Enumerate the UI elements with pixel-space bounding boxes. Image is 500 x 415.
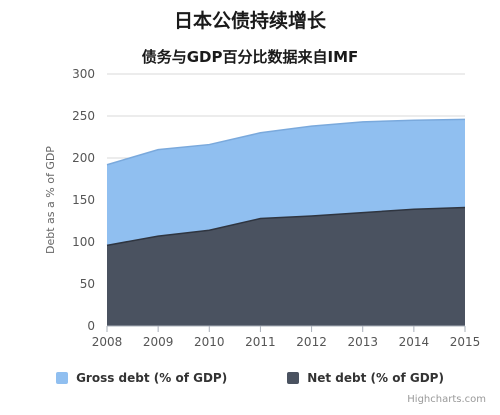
legend-swatch-gross-debt — [56, 372, 69, 384]
legend-swatch-net-debt — [287, 372, 300, 384]
series-area-1 — [107, 207, 465, 326]
x-tick-label-2011: 2011 — [245, 335, 276, 349]
x-tick-label-2012: 2012 — [296, 335, 327, 349]
chart-title: 日本公债持续增长 — [173, 10, 326, 32]
credits-link[interactable]: Highcharts.com — [407, 394, 486, 405]
chart-subtitle: 债务与GDP百分比数据来自IMF — [141, 48, 359, 66]
legend-label-net-debt: Net debt (% of GDP) — [307, 371, 444, 385]
y-tick-label-200: 200 — [72, 151, 95, 165]
series-areas — [106, 118, 466, 326]
legend-item-gross-debt[interactable]: Gross debt (% of GDP) — [56, 371, 227, 385]
x-tick-label-2010: 2010 — [194, 335, 225, 349]
x-tick-label-2014: 2014 — [399, 335, 430, 349]
y-axis-label: Debt as a % of GDP — [44, 146, 57, 254]
y-tick-label-50: 50 — [80, 277, 95, 291]
y-tick-label-0: 0 — [87, 319, 95, 333]
x-tick-label-2009: 2009 — [143, 335, 174, 349]
x-tick-label-2008: 2008 — [92, 335, 123, 349]
y-tick-label-150: 150 — [72, 193, 95, 207]
series-line-1 — [106, 206, 466, 247]
legend: Gross debt (% of GDP) Net debt (% of GDP… — [0, 371, 500, 385]
y-tick-label-100: 100 — [72, 235, 95, 249]
x-tick-label-2015: 2015 — [450, 335, 481, 349]
y-tick-label-300: 300 — [72, 67, 95, 81]
series-line-0 — [106, 118, 466, 166]
y-tick-label-250: 250 — [72, 109, 95, 123]
x-tick-label-2013: 2013 — [347, 335, 378, 349]
legend-item-net-debt[interactable]: Net debt (% of GDP) — [287, 371, 444, 385]
axes: 0 50 100 150 200 250 300 2008 2009 2010 2011 2012 20… — [72, 67, 480, 349]
legend-label-gross-debt: Gross debt (% of GDP) — [76, 371, 228, 385]
